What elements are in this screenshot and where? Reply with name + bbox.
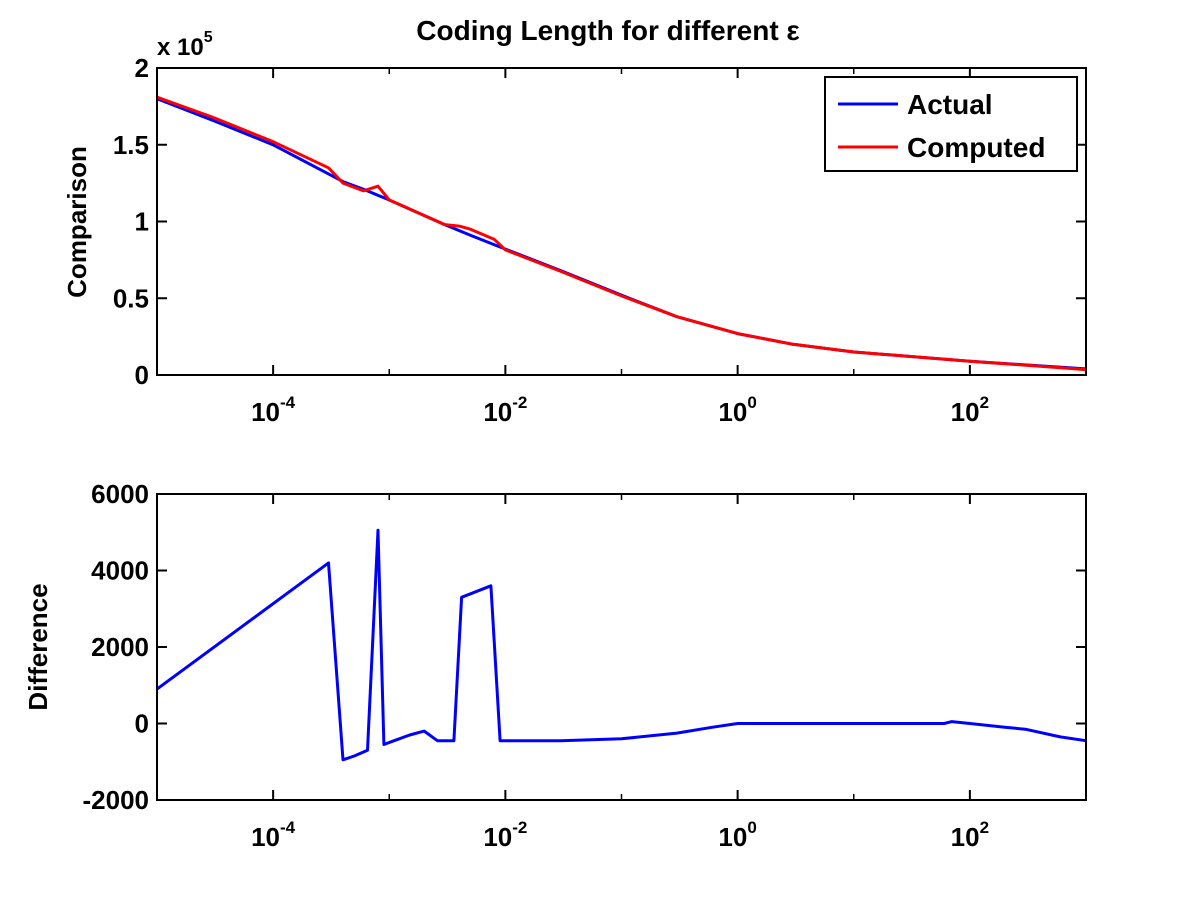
bottom-x-tick-label: 10-4	[251, 818, 296, 852]
top-y-tick-label: 1.5	[113, 130, 149, 160]
top-x-tick-label: 10-4	[251, 393, 296, 427]
bottom-x-tick-label-base: 10	[951, 822, 980, 852]
top-y-tick-label: 0	[135, 360, 149, 390]
bottom-x-tick-label-base: 10	[251, 822, 280, 852]
legend-label-actual: Actual	[907, 89, 993, 120]
top-x-tick-label-exponent: -2	[512, 393, 527, 412]
bottom-x-tick-label-base: 10	[718, 822, 747, 852]
bottom-y-tick-label: 2000	[91, 632, 149, 662]
bottom-y-tick-label: 0	[135, 709, 149, 739]
bottom-y-tick-label: 6000	[91, 479, 149, 509]
bottom-x-tick-label-exponent: 2	[980, 818, 989, 837]
legend: Actual Computed	[824, 76, 1078, 172]
top-x-tick-label-exponent: -4	[280, 393, 296, 412]
bottom-x-tick-label-exponent: -2	[512, 818, 527, 837]
top-y-exponent-base: x 10	[157, 34, 204, 61]
bottom-x-tick-label-exponent: -4	[280, 818, 296, 837]
bottom-y-tick-label: -2000	[83, 785, 150, 815]
top-x-tick-label-base: 10	[951, 397, 980, 427]
top-y-tick-label: 1	[135, 207, 149, 237]
top-y-axis-label: Comparison	[62, 146, 92, 298]
bottom-plot-series	[156, 528, 1087, 762]
top-y-tick-label: 2	[135, 53, 149, 83]
top-x-tick-label-base: 10	[251, 397, 280, 427]
figure-title: Coding Length for different ε	[416, 15, 799, 46]
top-x-tick-label-base: 10	[718, 397, 747, 427]
bottom-x-tick-label: 102	[951, 818, 989, 852]
top-x-tick-label-base: 10	[483, 397, 512, 427]
top-y-tick-label: 0.5	[113, 283, 149, 313]
top-y-exponent-power: 5	[204, 29, 213, 46]
top-plot-series	[156, 95, 1087, 372]
top-x-tick-label-exponent: 2	[980, 393, 989, 412]
top-x-tick-label: 100	[718, 393, 756, 427]
series-line-computed	[156, 95, 1087, 372]
legend-label-computed: Computed	[907, 132, 1045, 163]
top-y-exponent: x 105	[157, 29, 213, 61]
series-line-difference	[156, 528, 1087, 762]
bottom-x-tick-label-exponent: 0	[747, 818, 756, 837]
top-x-tick-label-exponent: 0	[747, 393, 756, 412]
bottom-y-axis-label: Difference	[23, 583, 53, 710]
bottom-plot-area	[157, 494, 1086, 800]
bottom-x-tick-label-base: 10	[483, 822, 512, 852]
legend-box	[824, 76, 1078, 172]
top-x-tick-label: 102	[951, 393, 989, 427]
bottom-x-tick-label: 100	[718, 818, 756, 852]
top-x-tick-label: 10-2	[483, 393, 527, 427]
bottom-x-tick-label: 10-2	[483, 818, 527, 852]
bottom-y-tick-label: 4000	[91, 556, 149, 586]
